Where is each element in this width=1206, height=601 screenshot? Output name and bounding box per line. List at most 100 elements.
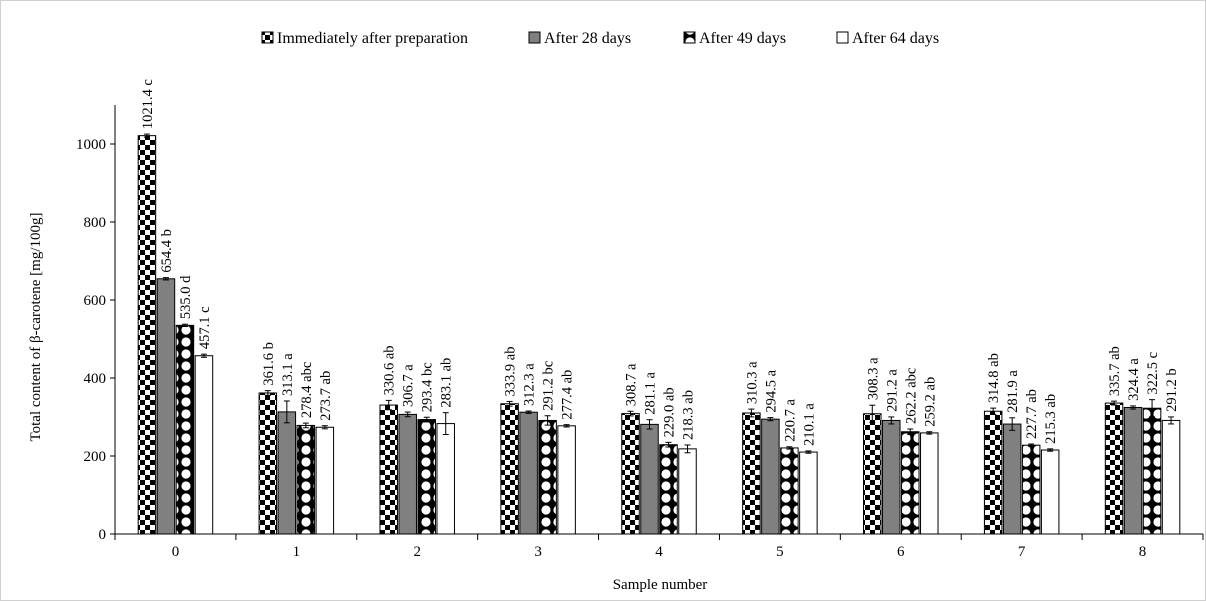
data-label: 314.8 ab xyxy=(986,353,1002,403)
bar xyxy=(194,355,214,535)
bar xyxy=(761,418,780,535)
data-label: 281.9 a xyxy=(1005,370,1021,413)
data-label: 313.1 a xyxy=(280,353,296,396)
bar xyxy=(436,423,455,535)
y-tick-label: 1000 xyxy=(76,137,106,153)
data-label: 283.1 ab xyxy=(439,358,455,408)
legend-label: After 49 days xyxy=(699,30,786,47)
data-label: 312.3 a xyxy=(522,363,538,406)
data-label: 291.2 bc xyxy=(541,361,557,411)
y-tick-label: 800 xyxy=(84,215,107,231)
x-tick-label: 7 xyxy=(1018,544,1026,560)
bar xyxy=(379,404,398,535)
bar xyxy=(621,413,640,535)
data-label: 361.6 b xyxy=(261,342,277,386)
data-label: 308.7 a xyxy=(624,363,640,406)
legend-swatch xyxy=(836,31,849,44)
bar xyxy=(799,451,818,535)
data-label: 330.6 ab xyxy=(382,345,398,395)
data-label: 333.9 ab xyxy=(503,347,519,397)
x-tick-label: 4 xyxy=(655,544,663,560)
data-label: 322.5 c xyxy=(1145,352,1161,395)
data-label: 273.7 ab xyxy=(318,371,334,421)
data-label: 259.2 ab xyxy=(922,377,938,427)
data-label: 335.7 ab xyxy=(1107,346,1123,396)
data-label: 262.2 abc xyxy=(903,368,919,424)
bar xyxy=(398,413,417,535)
data-label: 535.0 d xyxy=(178,275,194,319)
bar xyxy=(258,392,278,535)
data-label: 210.1 a xyxy=(801,403,817,446)
bar xyxy=(277,411,297,535)
data-label: 306.7 a xyxy=(401,364,417,407)
data-label: 308.3 a xyxy=(865,357,881,400)
legend-swatch xyxy=(683,31,696,44)
bar xyxy=(538,419,557,535)
y-tick-label: 0 xyxy=(99,527,107,543)
bar xyxy=(780,447,799,535)
data-label: 293.4 bc xyxy=(420,362,436,412)
data-label: 229.0 ab xyxy=(662,387,678,437)
data-label: 278.4 abc xyxy=(299,362,315,418)
data-label: 1021.4 c xyxy=(140,79,156,129)
data-label: 281.1 a xyxy=(643,371,659,414)
bar xyxy=(882,419,901,535)
bar xyxy=(659,444,678,535)
legend-item: After 64 days xyxy=(836,30,939,47)
bar xyxy=(983,410,1003,535)
bar xyxy=(519,411,538,535)
x-axis-title: Sample number xyxy=(613,577,708,593)
bar xyxy=(1040,449,1060,535)
x-tick-label: 5 xyxy=(776,544,784,560)
bar xyxy=(137,135,157,535)
bar xyxy=(1104,402,1124,535)
y-axis-title: Total content of β-carotene [mg/100g] xyxy=(28,213,44,442)
bar xyxy=(678,448,697,535)
bar xyxy=(1002,423,1022,535)
legend-item: After 28 days xyxy=(528,30,631,47)
y-tick-label: 400 xyxy=(84,371,107,387)
data-label: 324.4 a xyxy=(1126,358,1142,401)
data-label: 215.3 ab xyxy=(1043,394,1059,444)
legend-swatch xyxy=(261,31,274,44)
bar xyxy=(1161,419,1181,535)
legend-label: Immediately after preparation xyxy=(277,30,468,47)
bar xyxy=(315,426,335,535)
bar xyxy=(296,424,316,535)
bar xyxy=(901,431,920,535)
bar xyxy=(1142,407,1162,535)
bar xyxy=(156,278,176,535)
bar xyxy=(1021,444,1041,535)
legend-item: After 49 days xyxy=(683,30,786,47)
x-tick-label: 0 xyxy=(172,544,180,560)
legend-label: After 64 days xyxy=(852,30,939,47)
bar xyxy=(557,425,576,535)
legend: Immediately after preparation After 28 da… xyxy=(261,30,939,47)
data-label: 277.4 ab xyxy=(560,370,576,420)
bar xyxy=(500,403,519,535)
legend-swatch xyxy=(528,31,541,44)
data-label: 294.5 a xyxy=(763,369,779,412)
bar xyxy=(863,413,882,535)
bar xyxy=(1123,406,1143,535)
data-label: 291.2 a xyxy=(884,369,900,412)
bar xyxy=(640,423,659,535)
x-tick-label: 8 xyxy=(1139,544,1147,560)
data-label: 218.3 ab xyxy=(681,390,697,440)
bar xyxy=(175,324,195,535)
data-label: 457.1 c xyxy=(197,306,213,349)
x-tick-label: 2 xyxy=(413,544,421,560)
x-tick-label: 1 xyxy=(293,544,301,560)
bar xyxy=(920,432,939,535)
y-tick-label: 600 xyxy=(84,293,107,309)
x-tick-label: 6 xyxy=(897,544,905,560)
data-label: 227.7 ab xyxy=(1024,389,1040,439)
data-label: 310.3 a xyxy=(744,361,760,404)
legend-item: Immediately after preparation xyxy=(261,30,468,47)
bar xyxy=(417,419,436,535)
legend-label: After 28 days xyxy=(544,30,631,47)
data-label: 654.4 b xyxy=(159,229,175,273)
